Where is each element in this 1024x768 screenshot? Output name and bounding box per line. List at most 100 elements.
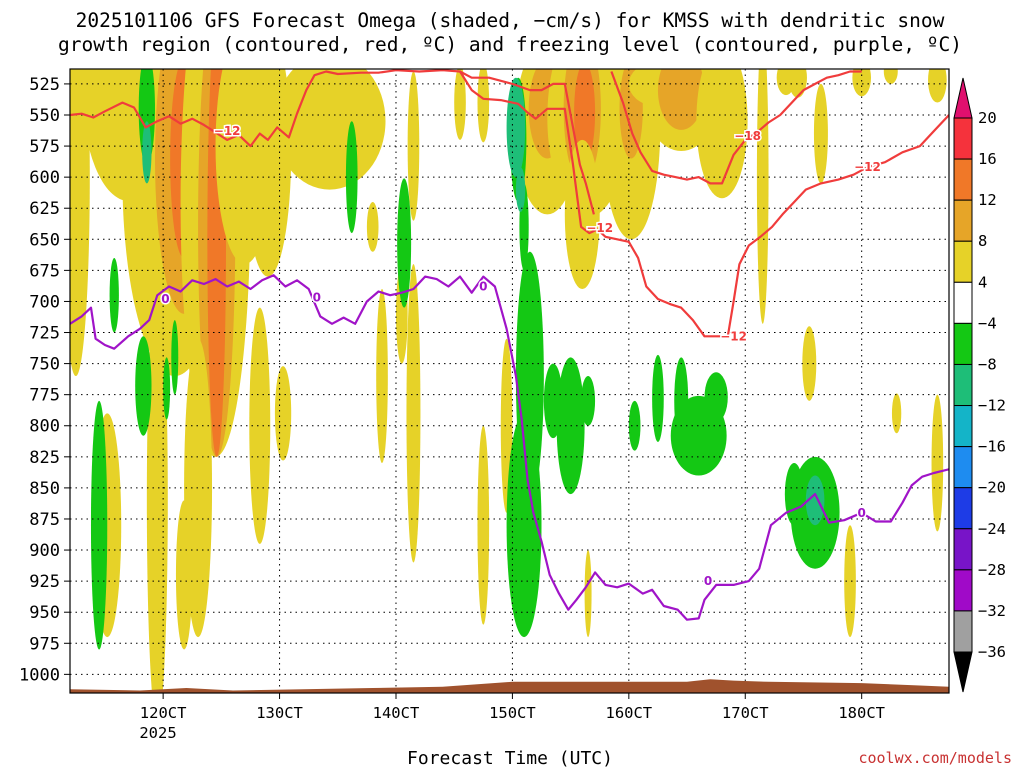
y-tick-label: 1000	[19, 665, 60, 685]
year-label: 2025	[139, 724, 176, 742]
omega-shade-yellow	[477, 69, 490, 143]
y-tick-label: 575	[29, 137, 60, 157]
omega-shade-green	[515, 251, 544, 501]
colorbar-band	[953, 569, 973, 612]
isotherm-minus18-line	[610, 70, 862, 185]
colorbar: 20 16 12 8 4 −4 −8 −12 −16 −20 −24 −28 −32 −36	[953, 77, 1006, 693]
y-tick-label: 875	[29, 510, 60, 530]
omega-shade-teal	[142, 121, 152, 184]
colorbar-band	[953, 446, 973, 489]
omega-shade-yellow	[407, 71, 420, 221]
colorbar-label: 16	[978, 150, 997, 168]
omega-shade-teal	[506, 77, 526, 178]
y-tick-label: 825	[29, 448, 60, 468]
contour-lines	[70, 69, 949, 621]
x-tick-label: 130CT	[256, 704, 303, 722]
x-tick-label: 150CT	[489, 704, 536, 722]
contour-label: −12	[854, 160, 881, 174]
omega-shade-yellow	[454, 69, 466, 140]
omega-shade-yellow	[931, 394, 944, 532]
x-axis-label: Forecast Time (UTC)	[407, 748, 613, 768]
omega-shade-yellow	[249, 307, 271, 544]
contour-label: 0	[479, 280, 487, 294]
omega-shade-green	[397, 178, 412, 308]
y-tick-label: 650	[29, 230, 60, 250]
omega-shade-yellow	[477, 425, 490, 625]
omega-shade-yellow	[376, 289, 388, 464]
omega-shade-green	[628, 400, 641, 451]
omega-shade-yellow	[883, 69, 898, 84]
y-tick-label: 600	[29, 168, 60, 188]
terrain-surface	[70, 679, 949, 693]
chart-title-line-2: growth region (contoured, red, ºC) and f…	[58, 33, 962, 56]
colorbar-label: −8	[978, 355, 997, 373]
colorbar-label: 4	[978, 273, 987, 291]
x-axis: 120CT 130CT 140CT 150CT 160CT 170CT 180CT	[140, 693, 885, 722]
colorbar-top-arrow	[953, 77, 973, 119]
omega-shade-green	[171, 320, 179, 395]
isotherm-minus12-branch-line	[459, 70, 595, 215]
colorbar-label: −24	[978, 520, 1006, 538]
y-tick-label: 775	[29, 386, 60, 406]
omega-shade-teal	[805, 475, 825, 526]
omega-shade-green	[581, 376, 596, 426]
colorbar-label: −32	[978, 602, 1006, 620]
y-tick-label: 750	[29, 355, 60, 375]
omega-shade-yellow	[175, 500, 193, 650]
omega-shade-green	[135, 336, 152, 436]
contour-label: 0	[704, 574, 712, 588]
contour-label: −18	[734, 129, 761, 143]
omega-shade-yellow	[366, 202, 379, 252]
y-tick-label: 925	[29, 572, 60, 592]
omega-shade-green	[784, 463, 804, 526]
colorbar-label: −12	[978, 397, 1006, 415]
omega-shade-yellow	[852, 69, 871, 97]
omega-shade-yellow	[146, 276, 168, 693]
y-tick-label: 725	[29, 324, 60, 344]
omega-shade-yellow	[776, 69, 796, 96]
x-tick-label: 140CT	[373, 704, 420, 722]
contour-label: −12	[720, 329, 747, 343]
omega-shade-yellow	[813, 83, 828, 184]
y-tick-label: 850	[29, 479, 60, 499]
gridlines	[70, 69, 949, 693]
contour-label: 0	[161, 292, 169, 306]
omega-shading	[70, 69, 947, 693]
colorbar-bottom-arrow	[953, 651, 973, 693]
colorbar-band	[953, 487, 973, 530]
y-tick-label: 675	[29, 261, 60, 281]
contour-label: 0	[313, 291, 321, 305]
omega-shade-yellow	[756, 69, 769, 324]
omega-shade-green	[109, 257, 119, 333]
omega-shade-yellow	[274, 366, 292, 461]
colorbar-label: −4	[978, 314, 997, 332]
colorbar-band	[953, 117, 973, 160]
omega-shade-yellow	[802, 326, 817, 401]
x-tick-label: 180CT	[838, 704, 885, 722]
omega-shade-yellow	[928, 69, 947, 103]
colorbar-band	[953, 363, 973, 407]
colorbar-label: −36	[978, 643, 1006, 661]
isotherm-minus12-line	[70, 69, 949, 338]
colorbar-band	[953, 322, 973, 365]
credit-text: coolwx.com/models	[858, 749, 1012, 767]
colorbar-band	[953, 158, 973, 201]
terrain-fill	[70, 679, 949, 693]
contour-label: 0	[858, 506, 866, 520]
x-tick-label: 170CT	[722, 704, 769, 722]
omega-shade-yellow	[297, 102, 321, 178]
omega-shade-green	[704, 372, 728, 423]
freezing-level-line	[70, 274, 949, 621]
colorbar-band	[953, 610, 973, 653]
y-tick-label: 700	[29, 292, 60, 312]
y-tick-label: 950	[29, 603, 60, 623]
omega-shade-green	[163, 357, 171, 420]
omega-shade-orange	[574, 69, 596, 163]
omega-shade-green	[90, 400, 108, 650]
omega-shade-yellow	[70, 69, 90, 376]
colorbar-label: −28	[978, 561, 1006, 579]
y-tick-label: 625	[29, 199, 60, 219]
colorbar-band	[953, 405, 973, 448]
colorbar-label: −20	[978, 479, 1006, 497]
colorbar-band	[953, 281, 973, 324]
